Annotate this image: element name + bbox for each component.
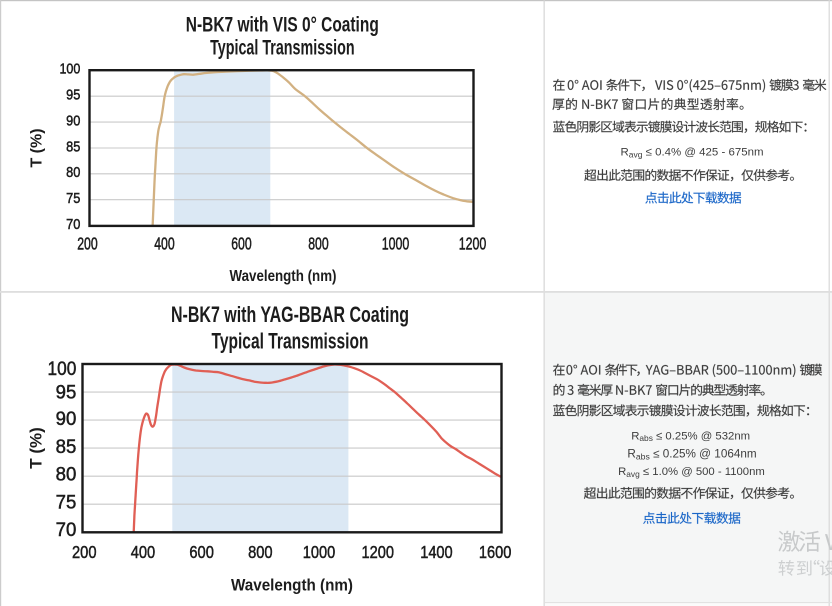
svg-text:800: 800 (248, 542, 273, 562)
svg-text:95: 95 (66, 88, 80, 104)
svg-text:Ravg ≤ 1.0% @ 500 - 1100nm: Ravg ≤ 1.0% @ 500 - 1100nm (618, 466, 765, 479)
svg-text:Wavelength (nm): Wavelength (nm) (230, 268, 337, 285)
svg-text:70: 70 (66, 217, 80, 233)
svg-text:75: 75 (66, 191, 80, 207)
svg-text:1600: 1600 (479, 542, 512, 562)
svg-text:95: 95 (56, 382, 77, 403)
svg-text:1000: 1000 (303, 542, 336, 562)
svg-text:80: 80 (56, 465, 77, 486)
svg-text:T (%): T (%) (27, 427, 46, 469)
svg-text:Typical Transmission: Typical Transmission (212, 329, 369, 354)
svg-text:400: 400 (154, 234, 175, 254)
svg-text:1200: 1200 (362, 542, 395, 562)
svg-text:Rabs ≤ 0.25% @ 532nm: Rabs ≤ 0.25% @ 532nm (631, 430, 750, 443)
svg-text:Ravg ≤ 0.4% @ 425 - 675nm: Ravg ≤ 0.4% @ 425 - 675nm (621, 146, 764, 159)
svg-text:1000: 1000 (382, 234, 410, 254)
svg-text:Wavelength (nm): Wavelength (nm) (231, 576, 353, 595)
svg-text:85: 85 (66, 139, 80, 155)
svg-text:200: 200 (72, 542, 97, 562)
svg-text:N-BK7 with YAG-BBAR Coating: N-BK7 with YAG-BBAR Coating (171, 302, 409, 327)
svg-text:T (%): T (%) (29, 128, 46, 167)
svg-text:1400: 1400 (420, 542, 453, 562)
svg-text:100: 100 (60, 62, 81, 78)
svg-text:90: 90 (66, 114, 80, 130)
svg-text:85: 85 (56, 437, 77, 458)
svg-text:70: 70 (56, 520, 77, 541)
svg-text:80: 80 (66, 165, 80, 181)
svg-text:400: 400 (131, 542, 156, 562)
svg-text:600: 600 (231, 234, 252, 254)
svg-text:Typical Transmission: Typical Transmission (210, 36, 355, 60)
svg-text:200: 200 (77, 234, 98, 254)
svg-text:75: 75 (56, 493, 77, 514)
svg-text:90: 90 (56, 409, 77, 430)
svg-text:N-BK7 with VIS 0° Coating: N-BK7 with VIS 0° Coating (186, 13, 379, 37)
svg-text:800: 800 (308, 234, 329, 254)
svg-text:100: 100 (48, 359, 77, 380)
svg-text:600: 600 (189, 542, 214, 562)
svg-text:Rabs ≤ 0.25% @ 1064nm: Rabs ≤ 0.25% @ 1064nm (627, 447, 756, 461)
svg-text:1200: 1200 (459, 234, 487, 254)
